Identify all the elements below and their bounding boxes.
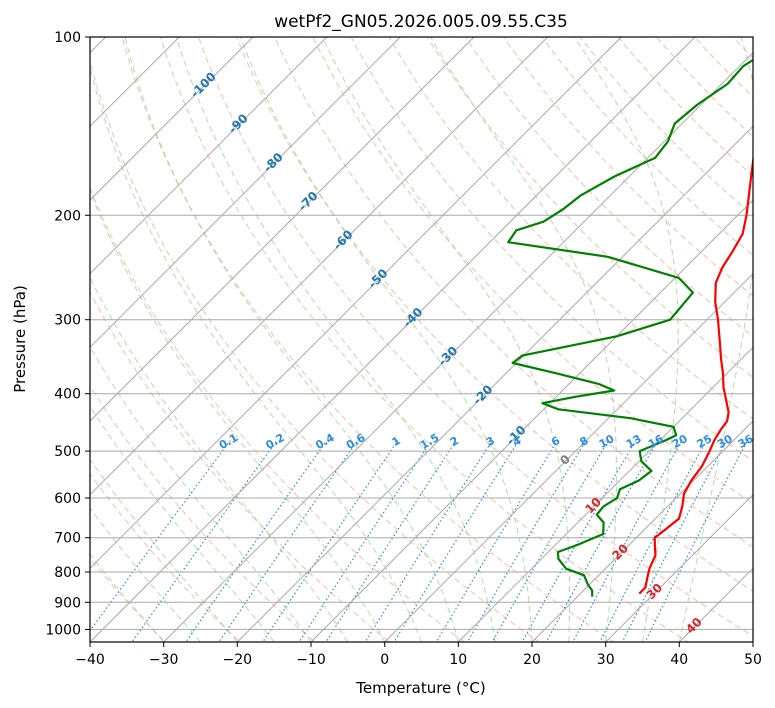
dry-adiabat	[159, 37, 690, 642]
moist-adiabat	[124, 37, 459, 642]
isotherm-line	[457, 346, 753, 642]
mixing-ratio-lines	[90, 440, 748, 642]
y-tick-label: 800	[54, 565, 81, 581]
dry-adiabat	[503, 37, 753, 297]
moist-adiabat	[90, 458, 238, 642]
y-axis-label: Pressure (hPa)	[11, 285, 29, 393]
dry-adiabat	[90, 186, 465, 642]
mixing-ratio-line	[262, 440, 399, 642]
isotherm-line	[310, 199, 753, 642]
isotherm-line	[90, 37, 401, 349]
dry-adiabat	[121, 37, 615, 642]
plot-area: -100-90-80-70-60-50-40-30-20-10010203040…	[90, 37, 756, 642]
plot-frame	[89, 36, 754, 643]
isotherm-line	[90, 37, 549, 496]
y-tick-label: 400	[54, 387, 81, 403]
dry-adiabat	[90, 59, 540, 642]
isotherm-line	[90, 37, 254, 201]
mixing-ratio-line	[298, 440, 432, 642]
moist-adiabat	[90, 65, 422, 642]
mixing-ratio-line	[466, 440, 587, 642]
dry-adiabat	[465, 37, 753, 338]
isotherm-line	[605, 493, 753, 642]
mixing-ratio-line	[491, 440, 609, 642]
isotherm-line	[531, 420, 753, 642]
x-tick-label: −40	[75, 652, 105, 668]
moist-adiabat	[90, 276, 349, 642]
x-axis-ticks: −40 −30 −20 −10 0 10 20 30 40 50	[75, 642, 762, 668]
moist-adiabat	[430, 37, 617, 642]
moist-adiabat	[90, 507, 201, 642]
chart-title: wetPf2_GN05.2026.005.09.55.C35	[274, 12, 568, 32]
x-axis-label: Temperature (°C)	[355, 679, 485, 697]
dry-adiabat	[312, 37, 753, 505]
y-tick-label: 1000	[45, 622, 81, 638]
moist-adiabat	[175, 37, 496, 642]
mixing-ratio-line	[599, 440, 707, 642]
mixing-ratio-line	[435, 440, 558, 642]
mixing-ratio-line	[644, 440, 748, 642]
moist-adiabat	[574, 37, 679, 642]
isotherm-line	[90, 37, 696, 642]
mixing-ratio-line	[364, 440, 493, 642]
x-tick-label: 0	[380, 652, 389, 668]
mixing-ratio-line	[572, 440, 683, 642]
y-tick-label: 200	[54, 208, 81, 224]
moist-adiabat	[322, 37, 571, 642]
moist-adiabat	[90, 189, 386, 642]
dry-adiabat	[426, 37, 753, 379]
moist-adiabat	[239, 37, 533, 642]
x-tick-label: −10	[296, 652, 326, 668]
y-tick-label: 700	[54, 531, 81, 547]
x-tick-label: 20	[523, 652, 541, 668]
dry-adiabat	[90, 384, 316, 642]
y-tick-label: 500	[54, 444, 81, 460]
isotherms	[90, 37, 753, 642]
x-tick-label: 40	[670, 652, 688, 668]
y-tick-label: 600	[54, 491, 81, 507]
dewpoint-profile	[507, 58, 753, 597]
x-tick-label: −20	[223, 652, 253, 668]
isotherm-line	[384, 272, 753, 642]
isotherm-line	[90, 37, 622, 570]
x-tick-label: 10	[449, 652, 467, 668]
y-tick-label: 300	[54, 313, 81, 329]
mixing-ratio-line	[521, 440, 637, 642]
mixing-ratio-label: 36	[736, 432, 756, 451]
isotherm-line	[236, 125, 753, 642]
x-tick-label: 30	[597, 652, 615, 668]
dry-adiabat	[236, 37, 753, 592]
moist-adiabat	[90, 553, 165, 642]
y-tick-label: 100	[54, 30, 81, 46]
y-tick-label: 900	[54, 595, 81, 611]
y-axis-ticks: 100 200 300 400 500 600 700 800 900 1000	[45, 30, 90, 638]
isotherm-line	[90, 37, 475, 422]
mixing-ratio-line	[545, 440, 659, 642]
dry-adiabat	[197, 37, 753, 637]
mixing-ratio-line	[131, 440, 278, 642]
mixing-ratio-line	[621, 440, 728, 642]
x-tick-label: −30	[149, 652, 179, 668]
moist-adiabat	[90, 405, 275, 642]
dry-adiabat	[90, 472, 241, 642]
mixing-ratio-line	[325, 440, 457, 642]
sounding-series	[507, 58, 753, 597]
x-tick-label: 50	[744, 652, 762, 668]
isotherm-line	[90, 37, 328, 275]
temperature-profile	[638, 153, 753, 595]
dry-adiabat	[90, 291, 391, 642]
isotherm-line	[163, 51, 753, 642]
moist-adiabat	[678, 37, 753, 642]
